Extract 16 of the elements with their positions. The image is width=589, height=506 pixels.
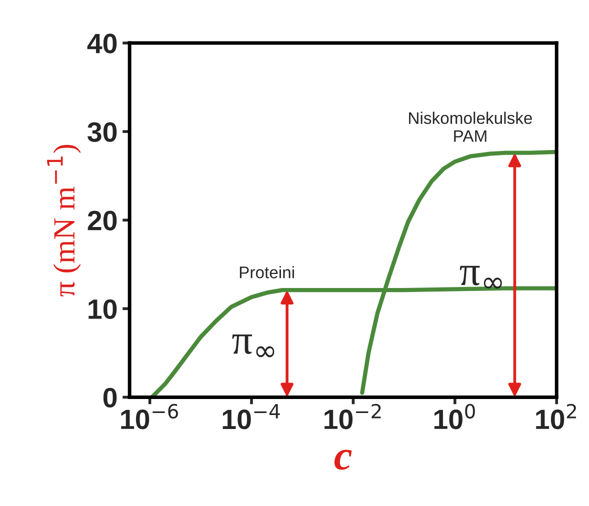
x-tick-label: 10$^{−6}$ (121, 404, 178, 430)
annotation: π$_{∞}$ (460, 266, 502, 289)
series-label: Niskomolekulske PAM (409, 112, 532, 142)
y-tick-label: 10 (88, 299, 117, 319)
x-tick-label: 10$^{2}$ (536, 404, 576, 430)
y-tick-label: 40 (87, 34, 117, 54)
annotation: π$_{∞}$ (232, 334, 274, 358)
x-tick-label: 10$^{0}$ (434, 404, 475, 430)
y-tick-label: 20 (88, 210, 117, 230)
series-label: Proteini (240, 266, 294, 278)
y-tick-label: 0 (103, 388, 117, 408)
y-tick-label: 30 (88, 122, 117, 142)
y-axis-title: π (mN m$^{−1}$) (47, 144, 81, 296)
x-tick-label: 10$^{−2}$ (324, 404, 381, 430)
x-axis-title: c (334, 450, 352, 470)
x-tick-label: 10$^{−4}$ (222, 404, 280, 430)
